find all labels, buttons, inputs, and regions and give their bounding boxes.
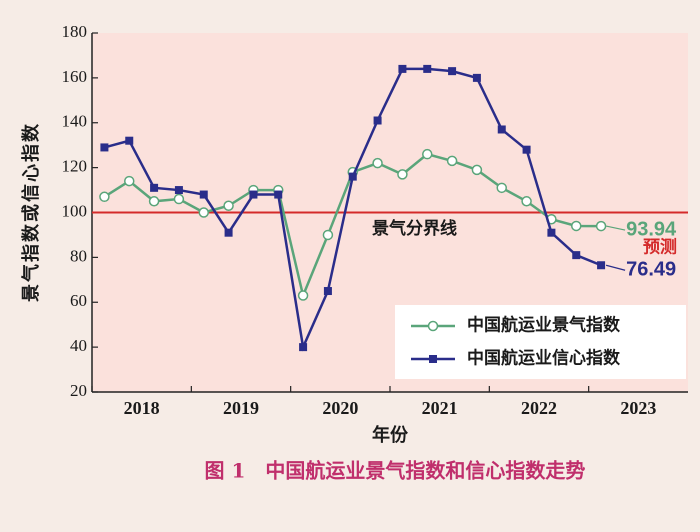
marker <box>297 290 309 301</box>
legend-label: 中国航运业景气指数 <box>467 315 621 336</box>
marker <box>595 220 607 232</box>
y-tick-label: 80 <box>70 246 87 265</box>
x-tick-label: 2023 <box>620 398 656 418</box>
marker <box>373 116 382 125</box>
legend-marker <box>429 355 437 363</box>
marker <box>99 191 110 203</box>
y-tick-label: 180 <box>62 22 88 41</box>
y-tick-label: 120 <box>62 157 88 176</box>
marker <box>397 169 408 180</box>
marker <box>497 125 506 134</box>
marker <box>348 172 357 181</box>
x-tick-label: 2020 <box>322 398 358 418</box>
marker <box>124 175 135 187</box>
legend-label: 中国航运业信心指数 <box>467 348 621 369</box>
x-axis-label: 年份 <box>372 424 409 446</box>
reference-label: 景气分界线 <box>372 218 457 239</box>
marker <box>299 343 308 352</box>
marker <box>571 220 582 232</box>
marker <box>521 196 532 207</box>
end-value-label: 76.49 <box>626 259 676 281</box>
marker <box>398 64 407 73</box>
caption: 图 1 中国航运业景气指数和信心指数走势 <box>205 459 586 483</box>
x-tick-label: 2018 <box>124 398 160 418</box>
x-tick-label: 2019 <box>223 398 259 418</box>
marker <box>446 155 458 167</box>
y-tick-label: 60 <box>70 291 87 310</box>
marker <box>322 229 334 241</box>
y-tick-label: 140 <box>62 112 88 131</box>
marker <box>224 228 233 237</box>
marker <box>522 145 531 154</box>
marker <box>572 251 581 260</box>
marker <box>547 228 556 237</box>
y-tick-label: 20 <box>70 381 87 400</box>
y-tick-label: 100 <box>62 201 88 220</box>
y-tick-label: 40 <box>70 336 87 355</box>
marker <box>198 207 209 218</box>
marker <box>496 182 507 194</box>
forecast-label: 预测 <box>643 237 677 258</box>
y-tick-label: 160 <box>62 67 88 86</box>
marker <box>448 67 457 76</box>
marker <box>174 186 183 195</box>
marker <box>372 157 383 169</box>
leader-line <box>605 225 626 231</box>
end-value-label: 93.94 <box>626 218 677 240</box>
marker <box>173 193 185 205</box>
marker <box>100 143 109 152</box>
x-tick-label: 2021 <box>422 398 458 418</box>
leader-line <box>605 264 626 271</box>
marker <box>199 190 208 199</box>
legend-marker <box>427 320 439 332</box>
legend <box>395 305 686 379</box>
y-axis-label: 景气指数或信心指数 <box>20 122 42 302</box>
marker <box>150 183 159 192</box>
marker <box>422 148 433 160</box>
marker <box>597 261 606 270</box>
marker <box>223 200 234 212</box>
marker <box>471 164 483 176</box>
marker <box>249 190 258 199</box>
marker <box>148 196 160 207</box>
marker <box>125 136 134 145</box>
marker <box>323 287 332 296</box>
marker <box>472 73 481 82</box>
marker <box>274 190 283 199</box>
x-tick-label: 2022 <box>521 398 557 418</box>
marker <box>423 64 432 73</box>
